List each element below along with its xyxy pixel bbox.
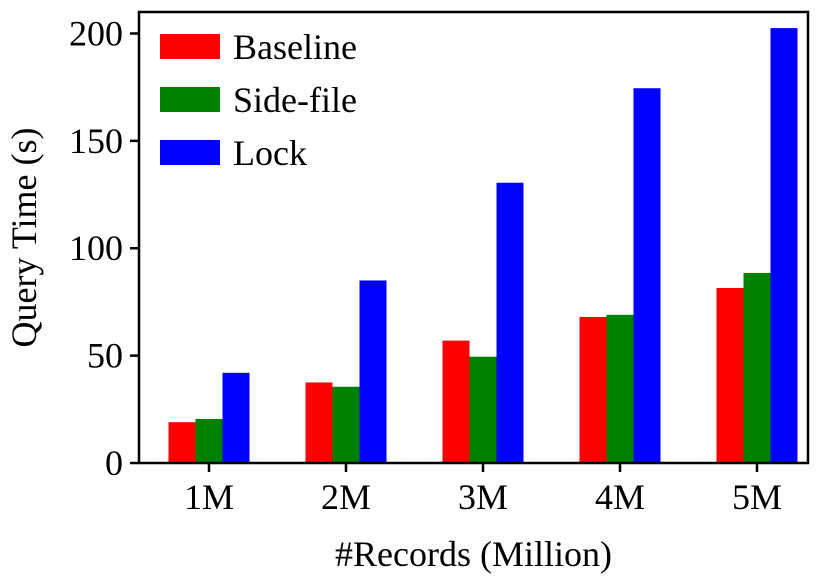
- bar-lock-1m: [222, 372, 250, 463]
- bar-baseline-1m: [168, 422, 196, 463]
- bar-baseline-2m: [305, 382, 333, 463]
- legend-swatch-baseline: [160, 34, 220, 59]
- legend: Baseline Side-file Lock: [160, 27, 357, 173]
- legend-label-lock: Lock: [233, 133, 307, 173]
- bar-lock-4m: [633, 88, 661, 463]
- bar-side-file-3m: [469, 356, 497, 463]
- y-tick-label: 0: [105, 443, 123, 483]
- legend-label-side-file: Side-file: [233, 80, 357, 120]
- x-tick-label-3m: 3M: [458, 477, 508, 517]
- bar-baseline-3m: [442, 340, 470, 463]
- bar-lock-5m: [770, 28, 798, 463]
- axes-layer: [137, 10, 810, 465]
- x-tick-label-4m: 4M: [595, 477, 645, 517]
- bar-side-file-4m: [606, 314, 634, 463]
- y-axis-ticks: 0 50 100 150 200: [69, 13, 139, 483]
- y-tick-label: 100: [69, 228, 123, 268]
- bar-baseline-4m: [579, 316, 607, 463]
- x-axis-title: #Records (Million): [335, 534, 612, 574]
- x-tick-label-5m: 5M: [732, 477, 782, 517]
- bars-layer: [168, 28, 798, 463]
- y-tick-label: 200: [69, 13, 123, 53]
- plot-frame: [137, 10, 810, 465]
- bar-lock-2m: [359, 280, 387, 463]
- legend-swatch-lock: [160, 140, 220, 165]
- y-tick-label: 50: [87, 336, 123, 376]
- x-tick-label-1m: 1M: [184, 477, 234, 517]
- y-tick-label: 150: [69, 121, 123, 161]
- legend-swatch-side-file: [160, 87, 220, 112]
- x-tick-label-2m: 2M: [321, 477, 371, 517]
- bar-baseline-5m: [716, 287, 744, 463]
- bar-side-file-2m: [332, 386, 360, 463]
- y-axis-title: Query Time (s): [4, 127, 44, 347]
- bar-side-file-1m: [195, 418, 223, 463]
- bar-lock-3m: [496, 182, 524, 463]
- legend-label-baseline: Baseline: [233, 27, 357, 67]
- x-axis-ticks: 1M 2M 3M 4M 5M: [184, 463, 782, 517]
- bar-side-file-5m: [743, 272, 771, 463]
